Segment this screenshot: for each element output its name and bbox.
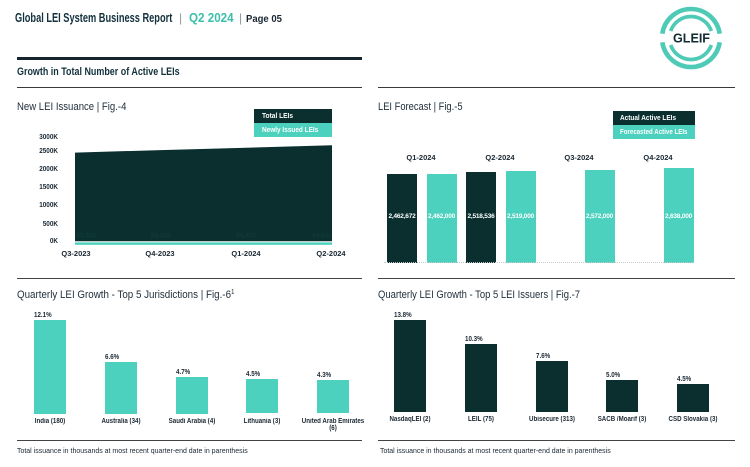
svg-text:59,288: 59,288 <box>151 232 171 239</box>
svg-text:GLEIF: GLEIF <box>673 32 710 46</box>
svg-text:66,421: 66,421 <box>236 232 256 239</box>
svg-text:69,611: 69,611 <box>312 232 332 239</box>
svg-text:65,032: 65,032 <box>77 232 97 239</box>
